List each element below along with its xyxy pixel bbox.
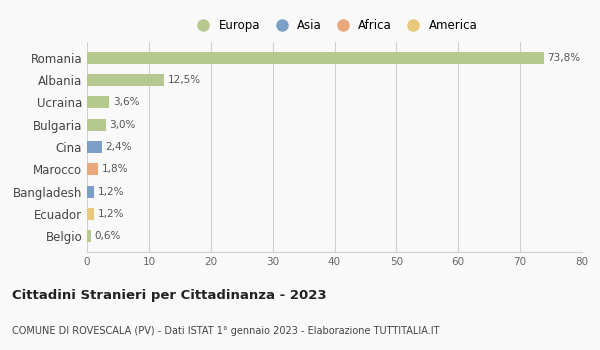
Bar bbox=[87, 230, 91, 243]
Bar bbox=[87, 119, 106, 131]
Text: 0,6%: 0,6% bbox=[94, 231, 121, 241]
Bar bbox=[87, 163, 98, 175]
Bar bbox=[87, 51, 544, 64]
Text: 2,4%: 2,4% bbox=[106, 142, 132, 152]
Text: 73,8%: 73,8% bbox=[547, 53, 580, 63]
Text: 1,2%: 1,2% bbox=[98, 209, 125, 219]
Text: 12,5%: 12,5% bbox=[168, 75, 201, 85]
Text: Cittadini Stranieri per Cittadinanza - 2023: Cittadini Stranieri per Cittadinanza - 2… bbox=[12, 289, 326, 302]
Text: 1,8%: 1,8% bbox=[102, 164, 128, 174]
Text: 1,2%: 1,2% bbox=[98, 187, 125, 197]
Text: COMUNE DI ROVESCALA (PV) - Dati ISTAT 1° gennaio 2023 - Elaborazione TUTTITALIA.: COMUNE DI ROVESCALA (PV) - Dati ISTAT 1°… bbox=[12, 326, 439, 336]
Text: 3,0%: 3,0% bbox=[109, 120, 136, 130]
Legend: Europa, Asia, Africa, America: Europa, Asia, Africa, America bbox=[187, 14, 482, 37]
Text: 3,6%: 3,6% bbox=[113, 97, 139, 107]
Bar bbox=[87, 96, 109, 108]
Bar bbox=[87, 74, 164, 86]
Bar bbox=[87, 186, 94, 198]
Bar bbox=[87, 141, 102, 153]
Bar bbox=[87, 208, 94, 220]
